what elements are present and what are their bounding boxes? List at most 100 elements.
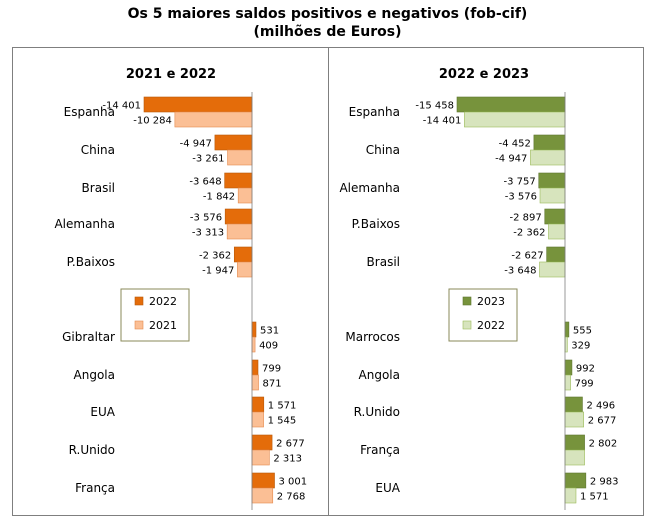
category-label-gibraltar: Gibraltar bbox=[62, 330, 115, 344]
bar-alemanha-2021 bbox=[226, 223, 253, 240]
chart-title: Os 5 maiores saldos positivos e negativo… bbox=[127, 6, 528, 22]
category-label-eua: EUA bbox=[375, 481, 400, 495]
bar-fran-a-2023 bbox=[564, 434, 585, 451]
legend-swatch-2023 bbox=[462, 296, 472, 306]
panel-title: 2022 e 2023 bbox=[439, 67, 529, 82]
data-label-alemanha-2021: -3 313 bbox=[192, 228, 224, 239]
legend-label-2023: 2023 bbox=[477, 295, 505, 308]
bar-angola-2023 bbox=[564, 359, 573, 376]
data-label-espanha-2022: -14 401 bbox=[102, 101, 141, 112]
data-label-china-2021: -3 261 bbox=[192, 154, 224, 165]
bar-p-baixos-2023 bbox=[544, 208, 566, 225]
bar-china-2023 bbox=[533, 134, 566, 151]
category-label-china: China bbox=[366, 143, 400, 157]
data-label-espanha-2023: -15 458 bbox=[415, 101, 454, 112]
bar-espanha-2022 bbox=[464, 111, 566, 128]
legend-box bbox=[120, 288, 190, 342]
data-label-espanha-2021: -10 284 bbox=[133, 116, 172, 127]
bar-espanha-2023 bbox=[456, 96, 566, 113]
bar-angola-2021 bbox=[251, 374, 259, 391]
data-label-eua-2022: 1 571 bbox=[268, 401, 297, 412]
legend-swatch-2022 bbox=[462, 320, 472, 330]
legend-swatch-2022 bbox=[134, 296, 144, 306]
data-label-eua-2021: 1 545 bbox=[268, 416, 297, 427]
bar-p-baixos-2021 bbox=[237, 261, 253, 278]
bar-fran-a-2021 bbox=[251, 487, 274, 504]
bar-eua-2021 bbox=[251, 411, 264, 428]
category-label-alemanha: Alemanha bbox=[54, 217, 115, 231]
legend-label-2021: 2021 bbox=[149, 319, 177, 332]
panel-title: 2021 e 2022 bbox=[126, 67, 216, 82]
data-label-brasil-2021: -1 842 bbox=[203, 192, 235, 203]
legend-swatch-2021 bbox=[134, 320, 144, 330]
data-label-china-2022: -4 947 bbox=[495, 154, 527, 165]
bar-marrocos-2023 bbox=[564, 321, 570, 338]
legend-box bbox=[448, 288, 518, 342]
bar-angola-2022 bbox=[564, 374, 571, 391]
bar-alemanha-2023 bbox=[538, 172, 566, 189]
bar-eua-2023 bbox=[564, 472, 587, 489]
bar-p-baixos-2022 bbox=[548, 223, 566, 240]
category-label-china: China bbox=[81, 143, 115, 157]
bar-alemanha-2022 bbox=[224, 208, 253, 225]
bar-brasil-2022 bbox=[224, 172, 253, 189]
bar-china-2021 bbox=[227, 149, 253, 166]
category-label-eua: EUA bbox=[90, 405, 115, 419]
bar-brasil-2022 bbox=[539, 261, 566, 278]
chart-subtitle: (milhões de Euros) bbox=[253, 24, 402, 40]
bar-fran-a-2022 bbox=[564, 449, 585, 466]
data-label-gibraltar-2022: 531 bbox=[260, 326, 279, 337]
bar-gibraltar-2021 bbox=[251, 336, 256, 353]
bar-fran-a-2022 bbox=[251, 472, 275, 489]
category-label-brasil: Brasil bbox=[367, 255, 400, 269]
category-label-espanha: Espanha bbox=[349, 105, 400, 119]
category-label-fran-a: França bbox=[360, 443, 400, 457]
category-label-fran-a: França bbox=[75, 481, 115, 495]
data-label-eua-2023: 2 983 bbox=[590, 477, 619, 488]
category-label-r-unido: R.Unido bbox=[69, 443, 115, 457]
data-label-p-baixos-2022: -2 362 bbox=[199, 251, 231, 262]
bar-brasil-2023 bbox=[546, 246, 566, 263]
bar-alemanha-2022 bbox=[539, 187, 566, 204]
data-label-angola-2021: 871 bbox=[263, 379, 282, 390]
bar-r-unido-2022 bbox=[564, 411, 585, 428]
bar-chart-2022-2023: 2022 e 2023 Espanha -15 458 -14 401 China -4 … bbox=[339, 67, 619, 510]
chart-panel-2021-2022: 2021 e 2022 Espanha -14 401 -10 284 China -4 … bbox=[12, 47, 329, 516]
bar-r-unido-2022 bbox=[251, 434, 273, 451]
chart-panel-2022-2023: 2022 e 2023 Espanha -15 458 -14 401 China -4 … bbox=[328, 47, 644, 516]
data-label-r-unido-2023: 2 496 bbox=[586, 401, 615, 412]
category-label-espanha: Espanha bbox=[64, 105, 115, 119]
data-label-gibraltar-2021: 409 bbox=[259, 341, 278, 352]
bar-p-baixos-2022 bbox=[233, 246, 253, 263]
data-label-alemanha-2022: -3 576 bbox=[190, 213, 222, 224]
data-label-p-baixos-2022: -2 362 bbox=[513, 228, 545, 239]
data-label-fran-a-2023: 2 802 bbox=[589, 439, 618, 450]
category-label-angola: Angola bbox=[74, 368, 115, 382]
data-label-r-unido-2022: 2 677 bbox=[588, 416, 617, 427]
data-label-china-2022: -4 947 bbox=[180, 139, 212, 150]
data-label-angola-2022: 799 bbox=[262, 364, 281, 375]
data-label-alemanha-2023: -3 757 bbox=[504, 177, 536, 188]
bar-gibraltar-2022 bbox=[251, 321, 257, 338]
category-label-brasil: Brasil bbox=[82, 181, 115, 195]
bar-chart-2021-2022: 2021 e 2022 Espanha-14 401 -10 284 China -4 … bbox=[54, 67, 308, 510]
data-label-r-unido-2021: 2 313 bbox=[273, 454, 302, 465]
data-label-brasil-2023: -2 627 bbox=[511, 251, 543, 262]
bar-eua-2022 bbox=[251, 396, 265, 413]
data-label-brasil-2022: -3 648 bbox=[189, 177, 221, 188]
data-label-marrocos-2023: 555 bbox=[573, 326, 592, 337]
bar-eua-2022 bbox=[564, 487, 577, 504]
bar-espanha-2021 bbox=[174, 111, 253, 128]
data-label-marrocos-2022: 329 bbox=[571, 341, 590, 352]
category-label-marrocos: Marrocos bbox=[345, 330, 400, 344]
data-label-fran-a-2022: 3 001 bbox=[279, 477, 308, 488]
bar-espanha-2022 bbox=[143, 96, 253, 113]
bar-angola-2022 bbox=[251, 359, 259, 376]
data-label-eua-2022: 1 571 bbox=[580, 492, 609, 503]
data-label-angola-2022: 799 bbox=[575, 379, 594, 390]
data-label-alemanha-2022: -3 576 bbox=[505, 192, 537, 203]
data-label-angola-2023: 992 bbox=[576, 364, 595, 375]
data-label-china-2023: -4 452 bbox=[499, 139, 531, 150]
data-label-brasil-2022: -3 648 bbox=[504, 266, 536, 277]
legend-label-2022: 2022 bbox=[149, 295, 177, 308]
